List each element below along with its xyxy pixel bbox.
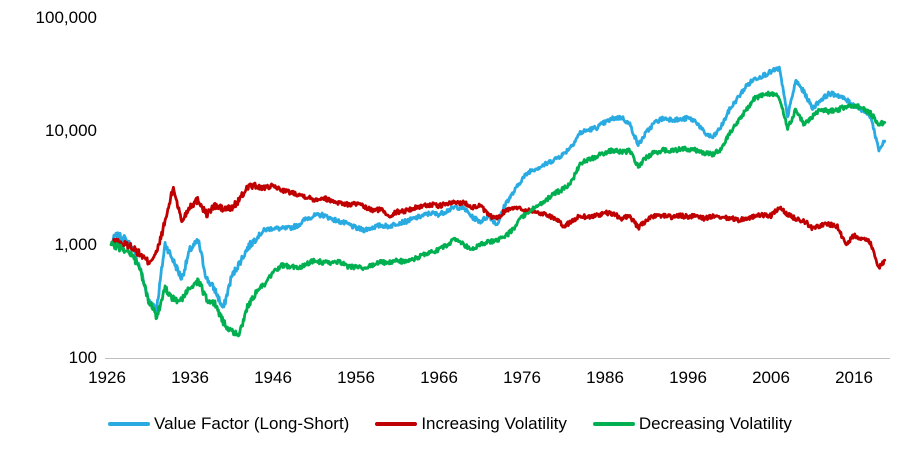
x-axis-line <box>105 358 890 359</box>
x-axis-tick-label: 2006 <box>752 368 790 387</box>
y-axis-tick-label: 10,000 <box>45 121 97 141</box>
legend-item-value-factor: Value Factor (Long-Short) <box>108 413 349 435</box>
decreasing-volatility-line-swatch-icon <box>592 421 635 427</box>
x-axis-tick-label: 1976 <box>503 368 541 387</box>
x-axis-tick-label: 1966 <box>420 368 458 387</box>
x-axis-tick-label: 1936 <box>171 368 209 387</box>
series-line-increasing-volatility <box>109 181 887 270</box>
legend-label: Increasing Volatility <box>421 414 567 433</box>
increasing-volatility-line-swatch-icon <box>375 421 418 427</box>
x-axis-tick-label: 1926 <box>88 368 126 387</box>
y-axis-tick-label: 100 <box>68 348 97 367</box>
x-axis-tick-label: 2016 <box>835 368 873 387</box>
series-line-decreasing-volatility <box>109 90 887 338</box>
y-axis-tick-label: 1,000 <box>54 234 97 254</box>
value-factor-line-swatch-icon <box>108 421 151 427</box>
x-axis-tick-label: 1946 <box>254 368 292 387</box>
y-axis-tick-label: 100,000 <box>35 8 97 27</box>
legend-item-increasing-volatility: Increasing Volatility <box>375 413 567 435</box>
x-axis-tick-label: 1996 <box>669 368 707 387</box>
x-axis-tick-label: 1986 <box>586 368 624 387</box>
chart-legend: Value Factor (Long-Short) Increasing Vol… <box>0 411 900 437</box>
legend-item-decreasing-volatility: Decreasing Volatility <box>592 413 792 435</box>
x-axis-tick-label: 1956 <box>337 368 375 387</box>
series-line-value-factor <box>109 65 887 312</box>
legend-label: Decreasing Volatility <box>638 414 792 433</box>
legend-label: Value Factor (Long-Short) <box>154 414 350 433</box>
